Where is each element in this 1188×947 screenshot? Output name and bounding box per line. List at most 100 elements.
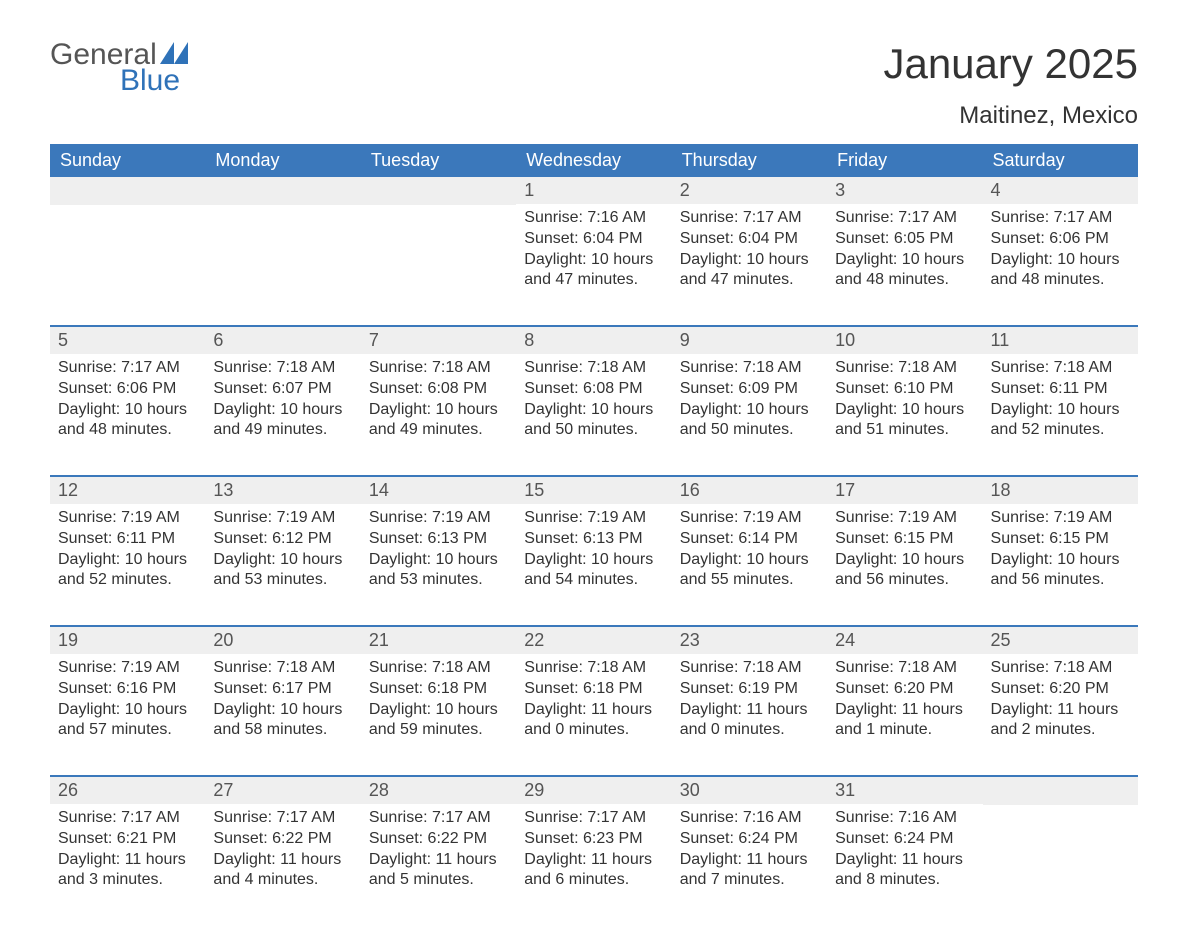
day-number: 28 (361, 777, 516, 804)
day-details: Sunrise: 7:18 AMSunset: 6:07 PMDaylight:… (205, 354, 360, 441)
sunset-text: Sunset: 6:06 PM (991, 229, 1130, 250)
sunrise-text: Sunrise: 7:19 AM (680, 508, 819, 529)
day-details: Sunrise: 7:18 AMSunset: 6:19 PMDaylight:… (672, 654, 827, 741)
calendar-cell: 29Sunrise: 7:17 AMSunset: 6:23 PMDayligh… (516, 777, 671, 907)
day-number (983, 777, 1138, 805)
daylight-text: Daylight: 11 hours and 0 minutes. (680, 700, 819, 742)
daylight-text: Daylight: 10 hours and 57 minutes. (58, 700, 197, 742)
daylight-text: Daylight: 10 hours and 54 minutes. (524, 550, 663, 592)
calendar-cell: 18Sunrise: 7:19 AMSunset: 6:15 PMDayligh… (983, 477, 1138, 607)
day-details: Sunrise: 7:18 AMSunset: 6:08 PMDaylight:… (516, 354, 671, 441)
sunset-text: Sunset: 6:08 PM (524, 379, 663, 400)
day-header-wednesday: Wednesday (516, 144, 671, 177)
day-details: Sunrise: 7:17 AMSunset: 6:04 PMDaylight:… (672, 204, 827, 291)
day-number: 30 (672, 777, 827, 804)
day-details: Sunrise: 7:17 AMSunset: 6:22 PMDaylight:… (361, 804, 516, 891)
day-number: 13 (205, 477, 360, 504)
calendar-cell: 6Sunrise: 7:18 AMSunset: 6:07 PMDaylight… (205, 327, 360, 457)
day-details: Sunrise: 7:18 AMSunset: 6:11 PMDaylight:… (983, 354, 1138, 441)
daylight-text: Daylight: 11 hours and 0 minutes. (524, 700, 663, 742)
daylight-text: Daylight: 10 hours and 59 minutes. (369, 700, 508, 742)
sunset-text: Sunset: 6:11 PM (991, 379, 1130, 400)
day-header-monday: Monday (205, 144, 360, 177)
day-number: 9 (672, 327, 827, 354)
sunrise-text: Sunrise: 7:19 AM (58, 508, 197, 529)
sunrise-text: Sunrise: 7:18 AM (835, 358, 974, 379)
day-header-tuesday: Tuesday (361, 144, 516, 177)
sunset-text: Sunset: 6:17 PM (213, 679, 352, 700)
daylight-text: Daylight: 11 hours and 4 minutes. (213, 850, 352, 892)
daylight-text: Daylight: 10 hours and 49 minutes. (369, 400, 508, 442)
sunrise-text: Sunrise: 7:18 AM (524, 358, 663, 379)
daylight-text: Daylight: 11 hours and 2 minutes. (991, 700, 1130, 742)
sunrise-text: Sunrise: 7:19 AM (369, 508, 508, 529)
calendar-cell: 4Sunrise: 7:17 AMSunset: 6:06 PMDaylight… (983, 177, 1138, 307)
sunrise-text: Sunrise: 7:17 AM (58, 358, 197, 379)
daylight-text: Daylight: 10 hours and 53 minutes. (369, 550, 508, 592)
day-details: Sunrise: 7:16 AMSunset: 6:24 PMDaylight:… (827, 804, 982, 891)
calendar-cell: 3Sunrise: 7:17 AMSunset: 6:05 PMDaylight… (827, 177, 982, 307)
day-number: 17 (827, 477, 982, 504)
sunset-text: Sunset: 6:21 PM (58, 829, 197, 850)
sunset-text: Sunset: 6:15 PM (991, 529, 1130, 550)
day-header-row: SundayMondayTuesdayWednesdayThursdayFrid… (50, 144, 1138, 177)
day-number: 15 (516, 477, 671, 504)
sunset-text: Sunset: 6:22 PM (369, 829, 508, 850)
calendar-cell: 23Sunrise: 7:18 AMSunset: 6:19 PMDayligh… (672, 627, 827, 757)
sunset-text: Sunset: 6:16 PM (58, 679, 197, 700)
day-number: 12 (50, 477, 205, 504)
sunset-text: Sunset: 6:04 PM (680, 229, 819, 250)
day-details: Sunrise: 7:19 AMSunset: 6:13 PMDaylight:… (361, 504, 516, 591)
sunset-text: Sunset: 6:13 PM (524, 529, 663, 550)
sunrise-text: Sunrise: 7:18 AM (369, 358, 508, 379)
sunrise-text: Sunrise: 7:18 AM (991, 358, 1130, 379)
day-details: Sunrise: 7:19 AMSunset: 6:15 PMDaylight:… (983, 504, 1138, 591)
sunrise-text: Sunrise: 7:18 AM (524, 658, 663, 679)
sunset-text: Sunset: 6:14 PM (680, 529, 819, 550)
calendar-cell: 24Sunrise: 7:18 AMSunset: 6:20 PMDayligh… (827, 627, 982, 757)
daylight-text: Daylight: 10 hours and 55 minutes. (680, 550, 819, 592)
day-details: Sunrise: 7:19 AMSunset: 6:12 PMDaylight:… (205, 504, 360, 591)
day-number: 23 (672, 627, 827, 654)
calendar-cell-empty (361, 177, 516, 307)
daylight-text: Daylight: 11 hours and 8 minutes. (835, 850, 974, 892)
sunset-text: Sunset: 6:23 PM (524, 829, 663, 850)
sunrise-text: Sunrise: 7:19 AM (213, 508, 352, 529)
day-number: 1 (516, 177, 671, 204)
calendar-cell: 8Sunrise: 7:18 AMSunset: 6:08 PMDaylight… (516, 327, 671, 457)
day-number: 19 (50, 627, 205, 654)
day-number: 16 (672, 477, 827, 504)
sunset-text: Sunset: 6:24 PM (680, 829, 819, 850)
daylight-text: Daylight: 11 hours and 7 minutes. (680, 850, 819, 892)
sunset-text: Sunset: 6:22 PM (213, 829, 352, 850)
calendar-cell: 11Sunrise: 7:18 AMSunset: 6:11 PMDayligh… (983, 327, 1138, 457)
daylight-text: Daylight: 10 hours and 51 minutes. (835, 400, 974, 442)
sunset-text: Sunset: 6:07 PM (213, 379, 352, 400)
sunset-text: Sunset: 6:04 PM (524, 229, 663, 250)
calendar-cell: 10Sunrise: 7:18 AMSunset: 6:10 PMDayligh… (827, 327, 982, 457)
calendar-cell: 5Sunrise: 7:17 AMSunset: 6:06 PMDaylight… (50, 327, 205, 457)
calendar-cell: 20Sunrise: 7:18 AMSunset: 6:17 PMDayligh… (205, 627, 360, 757)
day-header-sunday: Sunday (50, 144, 205, 177)
sunset-text: Sunset: 6:06 PM (58, 379, 197, 400)
calendar-cell: 19Sunrise: 7:19 AMSunset: 6:16 PMDayligh… (50, 627, 205, 757)
day-number: 6 (205, 327, 360, 354)
sunset-text: Sunset: 6:20 PM (835, 679, 974, 700)
calendar-cell-empty (983, 777, 1138, 907)
sunset-text: Sunset: 6:18 PM (369, 679, 508, 700)
calendar-cell: 28Sunrise: 7:17 AMSunset: 6:22 PMDayligh… (361, 777, 516, 907)
day-details: Sunrise: 7:19 AMSunset: 6:11 PMDaylight:… (50, 504, 205, 591)
calendar-cell: 21Sunrise: 7:18 AMSunset: 6:18 PMDayligh… (361, 627, 516, 757)
day-details: Sunrise: 7:18 AMSunset: 6:09 PMDaylight:… (672, 354, 827, 441)
calendar-cell: 16 Sunrise: 7:19 AMSunset: 6:14 PMDayligh… (672, 477, 827, 607)
day-number: 27 (205, 777, 360, 804)
logo-word-2: Blue (120, 66, 188, 96)
sunrise-text: Sunrise: 7:17 AM (835, 208, 974, 229)
calendar-cell: 12Sunrise: 7:19 AMSunset: 6:11 PMDayligh… (50, 477, 205, 607)
calendar-cell: 7Sunrise: 7:18 AMSunset: 6:08 PMDaylight… (361, 327, 516, 457)
sunrise-text: Sunrise: 7:18 AM (680, 358, 819, 379)
day-number (361, 177, 516, 205)
calendar-cell: 27Sunrise: 7:17 AMSunset: 6:22 PMDayligh… (205, 777, 360, 907)
daylight-text: Daylight: 11 hours and 5 minutes. (369, 850, 508, 892)
calendar-cell: 30Sunrise: 7:16 AMSunset: 6:24 PMDayligh… (672, 777, 827, 907)
